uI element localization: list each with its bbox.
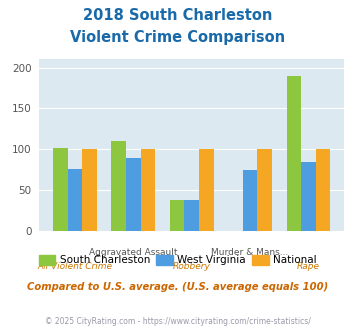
Bar (243, 170, 257, 231)
Bar (82, 149, 97, 231)
Text: Aggravated Assault: Aggravated Assault (89, 248, 178, 257)
Bar (141, 149, 155, 231)
Bar (111, 141, 126, 231)
Text: Robbery: Robbery (173, 262, 211, 271)
Legend: South Charleston, West Virginia, National: South Charleston, West Virginia, Nationa… (34, 251, 321, 270)
Bar (199, 149, 214, 231)
Text: Rape: Rape (297, 262, 320, 271)
Text: 2018 South Charleston: 2018 South Charleston (83, 8, 272, 23)
Bar (286, 76, 301, 231)
Bar (316, 149, 331, 231)
Text: © 2025 CityRating.com - https://www.cityrating.com/crime-statistics/: © 2025 CityRating.com - https://www.city… (45, 317, 310, 326)
Text: Compared to U.S. average. (U.S. average equals 100): Compared to U.S. average. (U.S. average … (27, 282, 328, 292)
Bar (126, 158, 141, 231)
Bar (67, 169, 82, 231)
Bar (170, 200, 184, 231)
Bar (301, 162, 316, 231)
Bar (257, 149, 272, 231)
Bar (53, 148, 67, 231)
Text: Murder & Mans...: Murder & Mans... (212, 248, 289, 257)
Text: Violent Crime Comparison: Violent Crime Comparison (70, 30, 285, 45)
Bar (184, 200, 199, 231)
Text: All Violent Crime: All Violent Crime (37, 262, 112, 271)
